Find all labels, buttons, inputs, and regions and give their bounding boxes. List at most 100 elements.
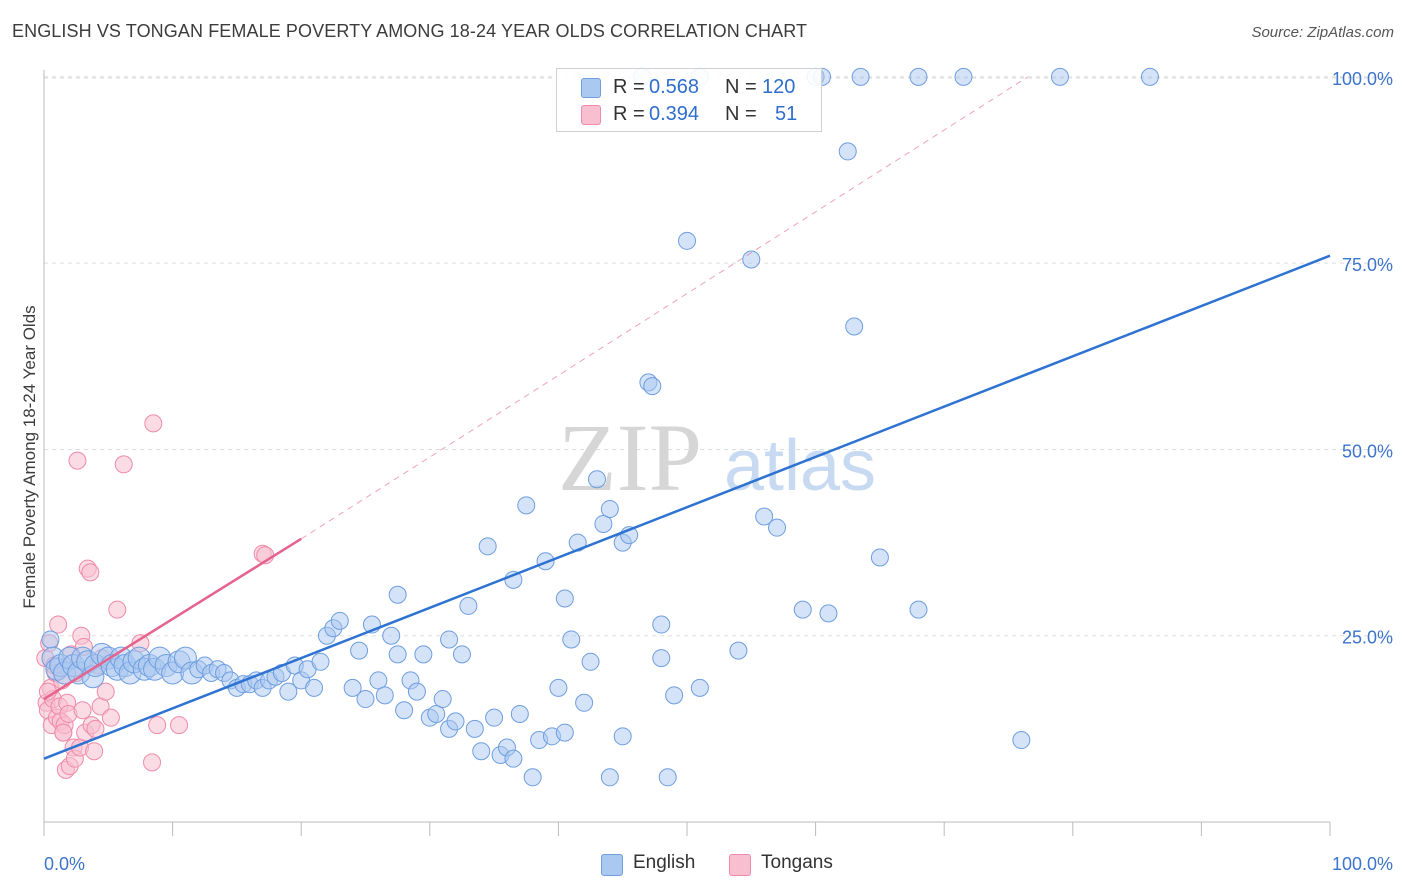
english-point (909, 67, 928, 86)
tongan-trendline-extension (300, 76, 1029, 540)
english-n-label: N = (725, 76, 757, 98)
english-point (768, 518, 787, 537)
tongan-point (170, 716, 189, 735)
tongan-trendline (43, 537, 302, 701)
english-point (600, 500, 619, 519)
english-point (305, 678, 324, 697)
english-point (465, 719, 484, 738)
english-point (600, 768, 619, 787)
source-label: Source: ZipAtlas.com (1251, 24, 1394, 41)
english-point (613, 727, 632, 746)
trend-lines (43, 76, 1331, 760)
english-r-value: 0.568 (649, 76, 700, 98)
legend-tongan-label: Tongans (761, 852, 833, 873)
tongan-point (54, 723, 73, 742)
english-point (279, 682, 298, 701)
english-point (510, 704, 529, 723)
english-point (555, 589, 574, 608)
english-point (652, 615, 671, 634)
tongan-point (143, 753, 162, 772)
english-point (678, 231, 696, 250)
legend-row-tongan: R = 0.394 N = 51 (557, 101, 821, 127)
english-series (41, 67, 1159, 787)
chart-title: ENGLISH VS TONGAN FEMALE POVERTY AMONG 1… (12, 21, 808, 41)
legend-row-english: R = 0.568 N = 120 (557, 74, 821, 100)
grid-lines (44, 76, 1393, 637)
english-point (742, 250, 761, 269)
tongan-r-value: 0.394 (649, 103, 700, 125)
english-point (407, 682, 426, 701)
tick-labels: 25.0% 50.0% 75.0% 100.0% 0.0% 100.0% (44, 69, 1393, 874)
tongan-point (144, 414, 163, 433)
english-swatch (581, 78, 601, 98)
english-point (652, 649, 671, 668)
english-point (459, 596, 478, 615)
english-point (594, 514, 613, 533)
english-r-label: R = (613, 76, 645, 98)
english-point (587, 470, 606, 489)
x-tick-label-max: 100.0% (1332, 854, 1393, 874)
english-point (1140, 67, 1159, 86)
english-point (909, 600, 928, 619)
tongan-point (101, 708, 120, 727)
english-point (343, 678, 362, 697)
english-point (755, 507, 774, 526)
tongan-point (85, 742, 104, 761)
english-point (504, 749, 523, 768)
english-point (375, 686, 394, 705)
tongan-swatch (581, 105, 601, 125)
tongan-n-value: 51 (775, 103, 798, 125)
english-point (427, 704, 446, 723)
legend-tongan-swatch (729, 854, 751, 876)
english-point (658, 768, 677, 787)
english-point (665, 686, 684, 705)
english-point (690, 678, 709, 697)
tongan-n-label: N = (725, 103, 757, 125)
english-point (41, 630, 60, 649)
english-point (1050, 67, 1069, 86)
english-point (388, 645, 407, 664)
english-point (793, 600, 812, 619)
english-point (549, 678, 568, 697)
english-point (517, 496, 536, 515)
english-point (446, 712, 465, 731)
english-point (575, 693, 594, 712)
zipatlas-watermark: ZIP atlas (558, 404, 876, 511)
y-tick-label: 50.0% (1342, 441, 1393, 461)
english-point (851, 67, 870, 86)
english-point (350, 641, 369, 660)
english-point (414, 645, 433, 664)
english-point (581, 652, 600, 671)
english-point (478, 537, 497, 556)
tongan-point (49, 615, 68, 634)
english-point (472, 742, 491, 761)
english-point (562, 630, 581, 649)
y-tick-label: 100.0% (1332, 69, 1393, 89)
english-point (1012, 731, 1031, 750)
english-point (729, 641, 748, 660)
watermark-atlas: atlas (724, 426, 876, 506)
english-point (452, 645, 471, 664)
tongan-point (86, 719, 105, 738)
tongan-point (73, 701, 92, 720)
english-point (388, 585, 407, 604)
english-point (330, 611, 349, 630)
y-axis-label: Female Poverty Among 18-24 Year Olds (20, 305, 39, 609)
english-point (954, 67, 973, 86)
stats-legend: R = 0.568 N = 120 R = 0.394 N = 51 (556, 68, 822, 132)
tongan-point (108, 600, 127, 619)
english-point (369, 671, 388, 690)
english-point (643, 377, 662, 396)
english-point (870, 548, 889, 567)
english-point (311, 652, 330, 671)
english-point (819, 604, 838, 623)
legend-english-swatch (601, 854, 623, 876)
english-point (440, 630, 459, 649)
english-point (555, 723, 574, 742)
y-tick-label: 25.0% (1342, 628, 1393, 648)
english-n-value: 120 (762, 76, 796, 98)
english-point (838, 142, 857, 161)
english-point (523, 768, 542, 787)
english-trendline (43, 254, 1331, 760)
